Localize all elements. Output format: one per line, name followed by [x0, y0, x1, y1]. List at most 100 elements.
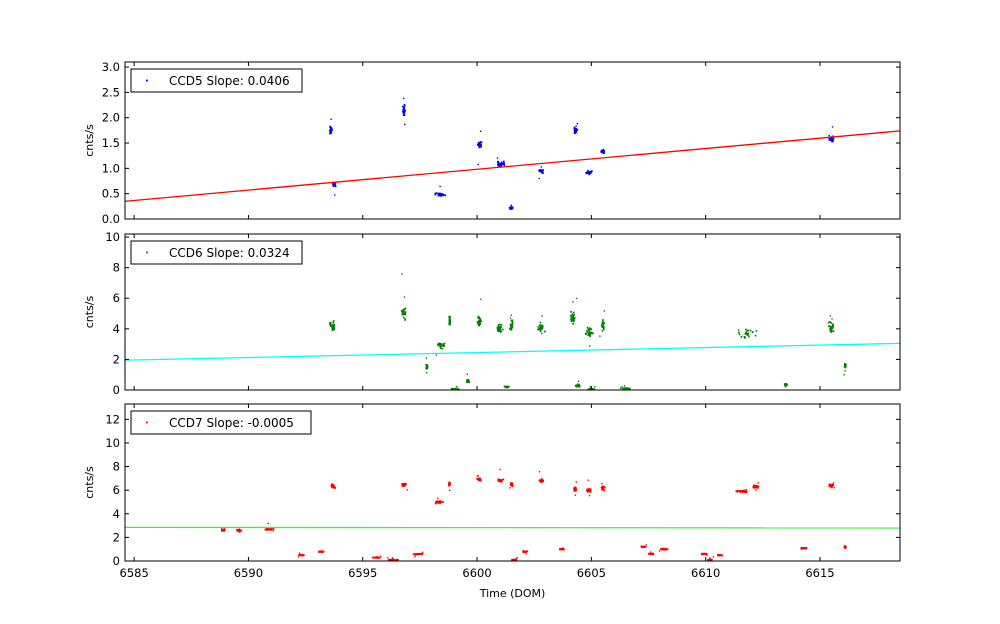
data-point — [397, 558, 399, 561]
data-point — [497, 329, 500, 331]
data-point — [538, 328, 541, 331]
data-point — [844, 370, 846, 372]
data-point — [572, 301, 574, 303]
data-point — [710, 559, 712, 561]
data-point — [525, 553, 527, 555]
data-point — [588, 171, 591, 174]
data-point — [328, 322, 331, 325]
data-point — [752, 486, 755, 489]
data-point — [501, 163, 504, 165]
data-point — [594, 386, 596, 388]
data-point — [511, 326, 514, 328]
data-point — [236, 529, 239, 532]
data-point — [574, 486, 576, 489]
data-point — [643, 545, 646, 548]
data-point — [624, 387, 627, 390]
data-point — [589, 332, 592, 335]
data-point — [574, 385, 577, 387]
data-point — [603, 149, 606, 152]
data-point — [401, 483, 404, 486]
data-point — [589, 388, 592, 390]
data-point — [599, 335, 601, 337]
data-point — [592, 332, 594, 335]
data-point — [652, 553, 655, 555]
data-point — [392, 558, 395, 561]
data-point — [437, 501, 440, 504]
data-point — [500, 162, 502, 165]
data-point — [468, 381, 470, 383]
data-point — [785, 384, 788, 386]
data-point — [589, 334, 591, 337]
data-point — [478, 144, 481, 146]
data-point — [401, 484, 404, 487]
data-point — [332, 484, 335, 487]
data-point — [586, 490, 589, 493]
data-point — [832, 330, 835, 332]
data-point — [498, 329, 501, 332]
data-point — [747, 332, 750, 335]
data-point — [498, 165, 501, 168]
data-point — [541, 324, 544, 327]
data-point — [589, 170, 592, 173]
data-point — [843, 374, 845, 376]
data-point — [832, 323, 834, 326]
data-point — [591, 388, 594, 390]
data-point — [754, 334, 757, 337]
data-point — [511, 321, 514, 324]
data-point — [500, 161, 503, 164]
data-point — [620, 387, 622, 390]
data-point — [379, 555, 382, 557]
data-point — [717, 553, 719, 556]
data-point — [537, 328, 540, 331]
data-point — [603, 486, 606, 488]
data-point — [743, 336, 746, 338]
data-point — [601, 321, 604, 324]
data-point — [498, 163, 501, 166]
data-point — [712, 556, 715, 558]
data-point — [831, 126, 834, 128]
data-point — [477, 474, 479, 477]
data-point — [333, 182, 336, 184]
data-point — [828, 483, 831, 486]
data-point — [539, 326, 542, 328]
data-point — [466, 381, 468, 383]
data-point — [573, 127, 576, 130]
data-point — [585, 332, 587, 335]
data-point — [738, 490, 740, 492]
data-point — [334, 194, 336, 196]
data-point — [421, 553, 423, 556]
data-point — [587, 331, 589, 333]
data-point — [506, 386, 508, 388]
data-point — [403, 296, 406, 298]
data-point — [829, 330, 832, 332]
data-point — [426, 365, 428, 368]
y-tick-label: 0.5 — [102, 187, 120, 201]
data-point — [510, 326, 513, 329]
data-point — [331, 324, 333, 327]
data-point — [757, 486, 759, 489]
data-point — [524, 550, 527, 553]
data-point — [830, 322, 832, 324]
data-point — [451, 387, 453, 390]
data-point — [574, 487, 577, 490]
data-point — [586, 330, 588, 332]
data-point — [829, 320, 831, 323]
data-point — [571, 317, 574, 319]
data-point — [509, 487, 511, 489]
data-point — [406, 489, 409, 491]
data-point — [844, 547, 846, 549]
data-point — [736, 491, 739, 493]
data-point — [404, 307, 407, 310]
data-point — [238, 529, 241, 531]
data-point — [746, 329, 749, 332]
data-point — [831, 484, 834, 487]
data-point — [477, 315, 480, 318]
data-point — [220, 527, 223, 530]
data-point — [522, 549, 524, 552]
data-point — [418, 553, 420, 555]
data-point — [372, 556, 375, 559]
data-point — [707, 559, 709, 561]
data-point — [509, 317, 512, 319]
data-point — [737, 329, 740, 331]
data-point — [401, 312, 404, 315]
